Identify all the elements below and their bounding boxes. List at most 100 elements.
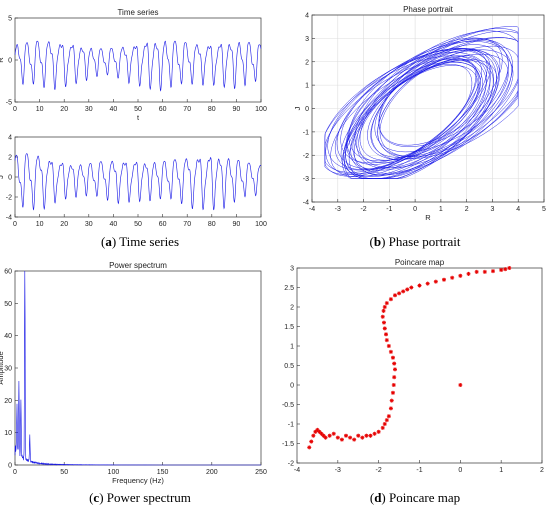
poincare-point — [466, 271, 471, 276]
y-axis-label: J — [293, 106, 302, 110]
point-stroke — [391, 355, 395, 360]
x-tick-label: -3 — [335, 467, 341, 474]
x-tick-label: 70 — [183, 221, 191, 228]
point-stroke — [391, 391, 395, 395]
point-stroke — [352, 437, 356, 442]
point-stroke — [340, 437, 344, 442]
x-tick-label: 100 — [108, 469, 120, 476]
plot-area — [297, 268, 542, 463]
point-stroke — [450, 275, 454, 280]
poincare-point — [339, 437, 344, 442]
poincare-point — [381, 320, 386, 325]
point-stroke — [425, 281, 430, 286]
plot-area — [15, 271, 261, 465]
point-stroke — [393, 367, 397, 372]
poincare-point — [352, 437, 357, 442]
x-axis-label: Frequency (Hz) — [112, 476, 164, 485]
x-tick-label: 10 — [36, 221, 44, 228]
poincare-point — [372, 431, 377, 436]
x-tick-label: 80 — [208, 106, 216, 113]
point-stroke — [368, 433, 373, 438]
caption-b: (b) Phase portrait — [369, 234, 461, 249]
point-stroke — [321, 433, 326, 438]
point-stroke — [392, 361, 396, 366]
y-tick-label: 1.5 — [284, 324, 294, 331]
y-tick-label: 2.5 — [284, 285, 294, 292]
y-tick-label: 2 — [290, 305, 294, 312]
plot-ts_J: 0 10 20 30 40 50 60 70 80 90 100 -4 -2 0 2 4 J — [0, 135, 267, 229]
y-tick-label: 30 — [4, 366, 12, 373]
chart-title: Poincare map — [395, 258, 445, 267]
x-tick-label: 1 — [439, 206, 443, 213]
poincare-point — [368, 433, 373, 438]
poincare-point — [311, 433, 316, 438]
poincare-point — [450, 275, 455, 280]
poincare-point — [458, 383, 463, 387]
x-tick-label: -4 — [309, 206, 315, 213]
axes-frame — [311, 14, 545, 203]
point-stroke — [311, 433, 316, 438]
poincare-point — [382, 326, 387, 331]
y-axis-label: J — [0, 175, 5, 179]
phase-trajectory — [324, 26, 519, 179]
point-stroke — [364, 433, 369, 438]
poincare-point — [384, 301, 389, 306]
point-stroke — [387, 414, 391, 418]
point-stroke — [387, 344, 391, 348]
point-stroke — [409, 285, 414, 290]
poincare-point — [380, 425, 385, 430]
x-tick-label: 30 — [85, 106, 93, 113]
poincare-point — [323, 435, 328, 440]
y-axis-label: Amplitude — [0, 351, 5, 384]
point-stroke — [397, 291, 401, 296]
y-tick-label: -1 — [303, 129, 309, 136]
x-tick-label: 80 — [208, 221, 216, 228]
x-tick-label: 0 — [458, 467, 462, 474]
y-tick-label: 3 — [305, 36, 309, 43]
y-tick-label: -2 — [288, 461, 294, 468]
x-tick-label: -2 — [376, 467, 382, 474]
y-tick-label: -0.5 — [282, 402, 294, 409]
poincare-point — [389, 398, 394, 403]
point-stroke — [336, 435, 340, 440]
y-tick-label: -4 — [303, 200, 309, 207]
poincare-point — [425, 281, 430, 286]
poincare-point — [307, 445, 312, 450]
poincare-point — [390, 390, 395, 395]
axes-frame — [14, 136, 262, 218]
x-tick-label: -3 — [335, 206, 341, 213]
point-stroke — [344, 433, 348, 438]
y-tick-label: 5 — [8, 16, 12, 23]
point-stroke — [382, 320, 386, 325]
point-stroke — [385, 301, 389, 305]
x-tick-label: 30 — [85, 221, 93, 228]
x-axis-label: R — [425, 213, 431, 222]
y-tick-label: 20 — [4, 398, 12, 405]
plot-phase: -4 -3 -2 -1 0 1 2 3 4 5 -4 -3 -2 -1 0 1 2 3 4 Phase portrai… — [293, 5, 546, 222]
poincare-point — [409, 285, 414, 290]
point-stroke — [309, 439, 314, 444]
point-stroke — [499, 268, 503, 272]
poincare-point — [384, 418, 389, 423]
y-tick-label: 3 — [290, 266, 294, 273]
poincare-point — [491, 269, 495, 274]
point-stroke — [360, 435, 365, 440]
poincare-point — [384, 338, 389, 343]
poincare-point — [356, 433, 361, 438]
point-stroke — [381, 309, 386, 313]
point-stroke — [389, 297, 393, 301]
poincare-point — [317, 429, 322, 434]
caption-c: (c) Power spectrum — [89, 490, 191, 505]
poincare-point — [393, 367, 397, 372]
point-stroke — [389, 398, 394, 403]
x-tick-label: 0 — [13, 469, 17, 476]
x-tick-label: 40 — [110, 221, 118, 228]
poincare-point — [417, 283, 422, 288]
plot-poincare: -4 -3 -2 -1 0 1 2 -2 -1.5 -1 -0.5 0 0.5 1 1.5 2 2.5 3 Poin… — [282, 258, 544, 474]
poincare-point — [381, 308, 386, 313]
y-tick-label: 50 — [4, 301, 12, 308]
point-stroke — [442, 277, 446, 282]
point-stroke — [383, 422, 387, 426]
